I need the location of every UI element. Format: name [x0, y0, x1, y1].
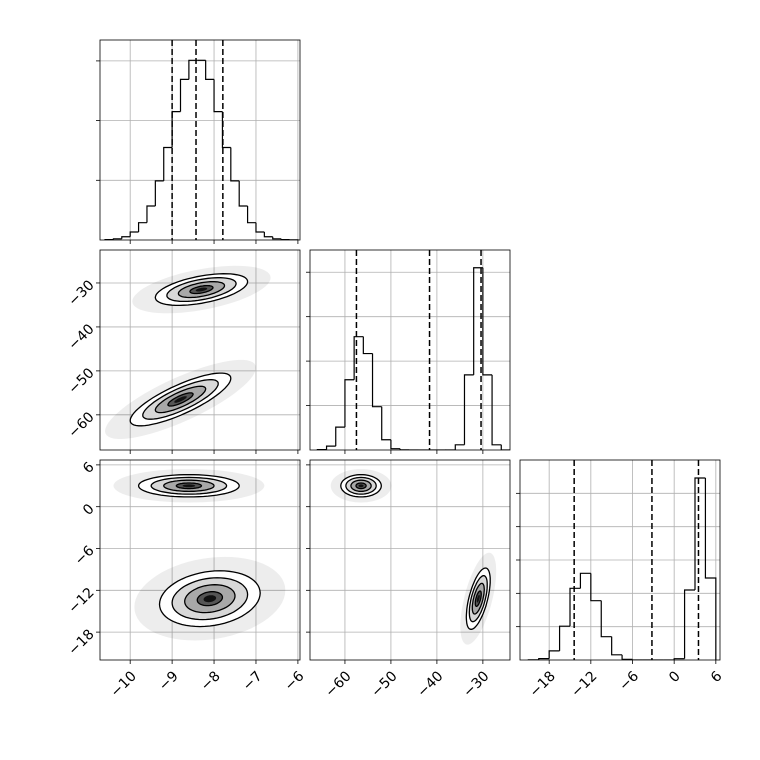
histogram-bin — [335, 426, 345, 447]
panel: −30 −40 −50 −60 — [65, 249, 301, 454]
axes-frame — [99, 39, 301, 241]
axes-frame — [309, 249, 511, 451]
histogram-bin — [548, 650, 560, 659]
histogram-bin — [491, 374, 502, 446]
axes-frame — [309, 459, 511, 661]
histogram-bin — [538, 658, 550, 660]
axes-frame — [519, 459, 721, 661]
x-tick-label: 0 — [666, 668, 684, 686]
histogram-bin — [482, 267, 493, 376]
y-tick-label: −12 — [65, 585, 97, 617]
contour — [174, 396, 187, 403]
histogram-bin — [137, 222, 147, 232]
x-tick-label: −60 — [322, 668, 354, 700]
y-tick-label: −18 — [65, 626, 97, 658]
x-tick-label: −18 — [527, 668, 559, 700]
histogram-bin — [569, 587, 581, 627]
x-tick-label: −8 — [198, 668, 224, 694]
histogram-bin — [381, 406, 391, 441]
histogram-bin — [255, 222, 265, 233]
axes-frame — [99, 459, 301, 661]
histogram-bin — [221, 111, 231, 149]
x-tick-label: −6 — [616, 668, 642, 694]
histogram-bin — [704, 478, 717, 660]
histogram-bin — [694, 477, 706, 590]
contour — [182, 484, 196, 488]
y-tick-label: −30 — [65, 277, 97, 309]
histogram-bin — [146, 205, 156, 223]
histogram-bin — [179, 78, 189, 112]
contour — [476, 594, 480, 603]
histogram-bin — [129, 231, 139, 237]
contour — [203, 595, 217, 603]
y-tick-label: −40 — [65, 321, 97, 353]
histogram-bin — [611, 636, 623, 656]
x-tick-label: −12 — [568, 668, 600, 700]
histogram-bin — [280, 238, 290, 240]
histogram-bin — [154, 180, 164, 206]
histogram-bin — [621, 654, 633, 660]
panel — [306, 249, 511, 454]
histogram-bin — [272, 236, 282, 240]
histogram-bin — [230, 147, 240, 182]
histogram-bin — [171, 111, 181, 148]
histogram-bin — [558, 625, 570, 651]
histogram-bin — [473, 267, 483, 375]
histogram-bin — [188, 59, 198, 80]
x-tick-label: 6 — [708, 668, 726, 686]
x-tick-label: −30 — [460, 668, 492, 700]
histogram-bin — [353, 336, 364, 380]
histogram-bin — [683, 589, 695, 659]
contour — [195, 287, 208, 292]
histogram-bin — [205, 60, 215, 81]
histogram-bin — [344, 379, 355, 428]
histogram-bin — [390, 439, 401, 450]
histogram-bin — [213, 79, 223, 113]
x-tick-label: −7 — [240, 668, 266, 694]
histogram-bin — [463, 374, 474, 445]
y-tick-label: 6 — [80, 459, 98, 477]
x-tick-label: −50 — [368, 668, 400, 700]
histogram-bin — [371, 353, 382, 408]
histogram-bin — [263, 232, 273, 238]
y-tick-label: 0 — [80, 501, 98, 519]
histogram-bin — [579, 572, 591, 589]
x-tick-label: −9 — [156, 668, 182, 694]
histogram-bin — [500, 444, 510, 450]
x-tick-label: −10 — [108, 668, 140, 700]
panel: −10 −9 −8 −7 −6 6 0 −6 −12 −18 — [65, 459, 307, 700]
histogram-bin — [362, 336, 373, 355]
panel: −60 −50 −40 −30 — [306, 459, 511, 701]
histogram-bin — [600, 600, 612, 638]
contour — [358, 484, 364, 488]
histogram-bin — [238, 180, 248, 207]
histogram-bin — [163, 146, 173, 181]
histogram-bin — [325, 445, 336, 450]
histogram-bin — [673, 658, 685, 660]
axes-frame — [99, 249, 301, 451]
panel: −18 −12 −6 0 6 — [516, 459, 726, 701]
histogram-bin — [121, 236, 131, 239]
histogram-bin — [246, 205, 256, 224]
x-tick-label: −40 — [414, 668, 446, 700]
y-tick-label: −60 — [65, 409, 97, 441]
histogram-bin — [454, 444, 465, 450]
histogram-bin — [112, 238, 122, 240]
x-tick-label: −6 — [282, 668, 308, 694]
panel — [96, 39, 301, 244]
y-tick-label: −50 — [65, 365, 97, 397]
histogram-bin — [590, 573, 602, 602]
y-tick-label: −6 — [72, 543, 98, 569]
